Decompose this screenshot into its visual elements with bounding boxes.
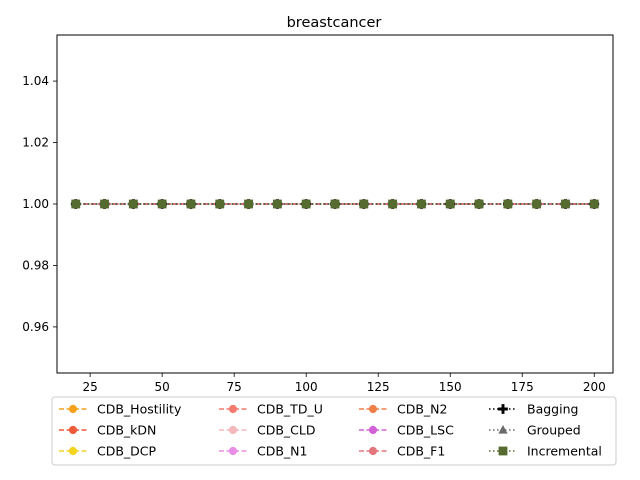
data-point <box>503 199 513 209</box>
legend-item: Incremental <box>489 444 602 459</box>
data-point <box>561 199 570 209</box>
data-point <box>368 425 378 435</box>
y-tick-label: 0.98 <box>22 258 49 272</box>
legend-label: CDB_N1 <box>257 444 307 459</box>
data-point <box>417 199 426 209</box>
data-point <box>498 446 508 456</box>
legend-label: CDB_kDN <box>97 423 156 438</box>
data-point <box>498 424 508 434</box>
data-point <box>498 404 508 414</box>
x-tick-label: 100 <box>295 380 318 394</box>
plot-frame <box>56 34 614 374</box>
data-point <box>215 199 225 209</box>
x-tick-label: 200 <box>583 380 606 394</box>
legend-label: CDB_Hostility <box>97 402 182 417</box>
x-axis: 25 50 75 100 125 150 175 200 <box>82 373 606 394</box>
data-point <box>68 404 78 414</box>
data-point <box>445 199 455 209</box>
legend-item: CDB_Hostility <box>59 402 182 417</box>
legend-label: Bagging <box>527 402 578 417</box>
data-point <box>71 199 81 209</box>
legend-label: Grouped <box>527 423 581 438</box>
legend: CDB_Hostility CDB_kDN CDB_DCP CDB_TD_U CDB_C… <box>51 396 617 466</box>
legend-item: CDB_TD_U <box>219 402 323 417</box>
legend-item: CDB_DCP <box>59 444 157 459</box>
data-point <box>68 425 78 435</box>
data-point <box>359 199 369 209</box>
data-point <box>68 446 78 456</box>
data-point <box>272 199 282 209</box>
data-point <box>388 199 398 209</box>
legend-label: CDB_CLD <box>257 423 316 438</box>
data-point <box>301 199 311 209</box>
legend-item: CDB_F1 <box>359 444 445 459</box>
legend-item: CDB_kDN <box>59 423 156 438</box>
legend-label: CDB_N2 <box>397 402 447 417</box>
y-axis: 0.96 0.98 1.00 1.02 1.04 <box>22 74 57 334</box>
series-incremental <box>71 199 599 209</box>
data-point <box>100 199 109 209</box>
x-tick-label: 150 <box>439 380 462 394</box>
data-point <box>532 199 542 209</box>
data-point <box>244 199 253 209</box>
x-tick-label: 25 <box>82 380 97 394</box>
x-tick-label: 125 <box>367 380 390 394</box>
legend-item: CDB_N1 <box>219 444 307 459</box>
data-point <box>228 446 238 456</box>
legend-box <box>51 396 617 466</box>
x-tick-label: 75 <box>227 380 242 394</box>
data-point <box>474 199 484 209</box>
data-point <box>128 199 138 209</box>
x-tick-label: 50 <box>155 380 170 394</box>
y-tick-label: 1.00 <box>22 197 49 211</box>
data-point <box>228 425 238 435</box>
legend-item: CDB_CLD <box>219 423 316 438</box>
legend-label: Incremental <box>527 444 602 459</box>
chart-title: breastcancer <box>287 15 382 31</box>
data-point <box>186 199 196 209</box>
legend-item: CDB_N2 <box>359 402 447 417</box>
legend-item: Bagging <box>489 402 578 417</box>
data-point <box>330 199 340 209</box>
y-tick-label: 0.96 <box>22 320 49 334</box>
legend-label: CDB_LSC <box>397 423 454 438</box>
data-point <box>368 446 378 456</box>
data-point <box>589 199 599 209</box>
legend-item: CDB_LSC <box>359 423 454 438</box>
y-tick-label: 1.02 <box>22 136 49 150</box>
data-point <box>157 199 167 209</box>
legend-label: CDB_TD_U <box>257 402 323 417</box>
series-layer <box>70 198 600 209</box>
legend-label: CDB_F1 <box>397 444 445 459</box>
legend-label: CDB_DCP <box>97 444 157 459</box>
data-point <box>368 404 378 414</box>
x-tick-label: 175 <box>511 380 534 394</box>
legend-item: Grouped <box>489 423 581 438</box>
data-point <box>228 404 238 414</box>
y-tick-label: 1.04 <box>22 74 49 88</box>
